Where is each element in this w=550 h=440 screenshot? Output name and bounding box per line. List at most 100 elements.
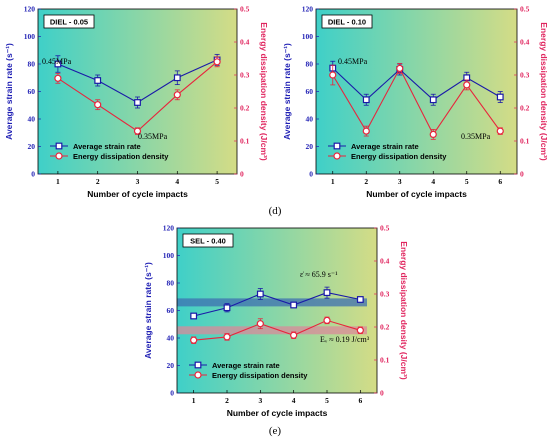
band-label: Eᵥ ≈ 0.19 J/cm³ — [320, 335, 370, 344]
y-left-tick-label: 120 — [302, 5, 314, 14]
data-point-energy-density — [94, 101, 102, 109]
band-label: ε̇ ≈ 65.9 s⁻¹ — [300, 270, 338, 279]
y-left-tick-label: 120 — [163, 224, 175, 233]
panel-title: DIEL - 0.05 — [50, 18, 88, 27]
y-right-tick-label: 0.2 — [520, 104, 530, 113]
x-tick-label: 5 — [215, 177, 219, 186]
y-left-tick-label: 20 — [28, 142, 36, 151]
y-right-tick-label: 0.4 — [240, 38, 250, 47]
x-tick-label: 6 — [498, 177, 502, 186]
x-tick-label: 4 — [292, 396, 296, 405]
y-left-tick-label: 120 — [24, 5, 36, 14]
panel-title-frame — [182, 233, 234, 248]
panel-title-frame — [43, 14, 95, 29]
data-point-strain-rate — [496, 93, 504, 101]
legend-marker-circle — [55, 152, 63, 160]
data-point-energy-density — [173, 91, 181, 99]
panel-title-box: DIEL - 0.10 — [321, 14, 373, 29]
band-left — [177, 298, 367, 307]
data-point-strain-rate — [94, 77, 102, 84]
legend-label: Average strain rate — [351, 142, 419, 151]
y-right-tick-label: 0.5 — [240, 5, 250, 14]
band-right — [177, 326, 367, 335]
data-point-energy-density — [396, 64, 404, 73]
y-left-tick-label: 0 — [31, 170, 35, 179]
legend-label: Energy dissipation density — [73, 152, 169, 161]
y-right-tick-label: 0 — [520, 170, 524, 179]
caption-d: (d) — [269, 205, 282, 217]
data-point-energy-density — [362, 127, 370, 135]
y-left-axis-title: Average strain rate (s⁻¹) — [4, 43, 14, 140]
y-left-tick-label: 80 — [28, 60, 36, 69]
x-tick-label: 3 — [258, 396, 262, 405]
x-tick-label: 1 — [56, 177, 60, 186]
y-right-tick-label: 0.2 — [240, 104, 250, 113]
y-left-tick-label: 100 — [24, 32, 36, 41]
data-point-strain-rate — [290, 301, 298, 309]
x-tick-label: 2 — [225, 396, 229, 405]
y-right-tick-label: 0.1 — [520, 137, 530, 146]
data-point-energy-density — [54, 74, 62, 82]
y-left-tick-label: 40 — [167, 334, 175, 343]
y-right-axis-title: Energy dissipation density (J/cm³) — [399, 241, 409, 380]
data-point-energy-density — [356, 326, 364, 334]
pressure-annotation: 0.45MPa — [338, 57, 368, 66]
x-tick-label: 5 — [465, 177, 469, 186]
y-right-axis-title: Energy dissipation density (J/cm³) — [539, 22, 549, 161]
data-point-energy-density — [429, 130, 437, 138]
legend-marker-circle — [194, 371, 202, 379]
x-tick-label: 4 — [431, 177, 435, 186]
y-right-tick-label: 0.4 — [520, 38, 530, 47]
data-point-strain-rate — [223, 304, 231, 312]
panel-title-box: SEL - 0.40 — [182, 233, 234, 248]
y-right-tick-label: 0.2 — [380, 323, 390, 332]
legend-label: Energy dissipation density — [212, 371, 308, 380]
y-left-tick-label: 60 — [306, 87, 314, 96]
plot-area — [177, 228, 377, 393]
series-line-energy-density — [193, 319, 361, 341]
x-axis-title: Number of cycle impacts — [87, 189, 188, 199]
data-point-strain-rate — [356, 296, 364, 303]
y-left-tick-label: 80 — [167, 279, 175, 288]
data-point-energy-density — [133, 127, 142, 135]
y-right-tick-label: 0.3 — [240, 71, 250, 80]
data-point-strain-rate — [362, 96, 370, 104]
legend-marker-square — [333, 142, 341, 150]
y-left-tick-label: 0 — [170, 389, 174, 398]
y-left-axis-title: Average strain rate (s⁻¹) — [143, 262, 153, 359]
x-tick-label: 3 — [398, 177, 402, 186]
y-right-tick-label: 0 — [240, 170, 244, 179]
data-point-energy-density — [190, 336, 198, 344]
y-right-tick-label: 0.1 — [380, 356, 390, 365]
x-tick-label: 5 — [325, 396, 329, 405]
x-tick-label: 6 — [358, 396, 362, 405]
panel-title-box: DIEL - 0.05 — [43, 14, 95, 29]
y-right-tick-label: 0 — [380, 389, 384, 398]
panel-title: DIEL - 0.10 — [328, 18, 366, 27]
caption-e: (e) — [269, 425, 282, 437]
data-point-strain-rate — [429, 96, 437, 104]
plot-area — [316, 9, 517, 174]
legend-marker-circle — [333, 152, 341, 160]
panel-title-frame — [321, 14, 373, 29]
series-line-strain-rate — [332, 67, 501, 101]
y-left-axis-title: Average strain rate (s⁻¹) — [282, 43, 292, 140]
y-right-tick-label: 0.1 — [240, 137, 250, 146]
data-point-strain-rate — [134, 99, 141, 106]
y-right-tick-label: 0.3 — [520, 71, 530, 80]
x-tick-label: 2 — [364, 177, 368, 186]
x-tick-label: 1 — [331, 177, 335, 186]
y-right-tick-label: 0.3 — [380, 290, 390, 299]
data-point-energy-density — [323, 316, 331, 324]
pressure-annotation: 0.35MPa — [461, 132, 491, 141]
legend-marker-square — [194, 361, 202, 369]
y-left-tick-label: 60 — [167, 306, 175, 315]
x-axis-title: Number of cycle impacts — [366, 189, 467, 199]
data-point-energy-density — [463, 81, 471, 89]
data-point-energy-density — [290, 331, 298, 339]
plot-area — [38, 9, 237, 174]
y-left-tick-label: 40 — [306, 115, 314, 124]
